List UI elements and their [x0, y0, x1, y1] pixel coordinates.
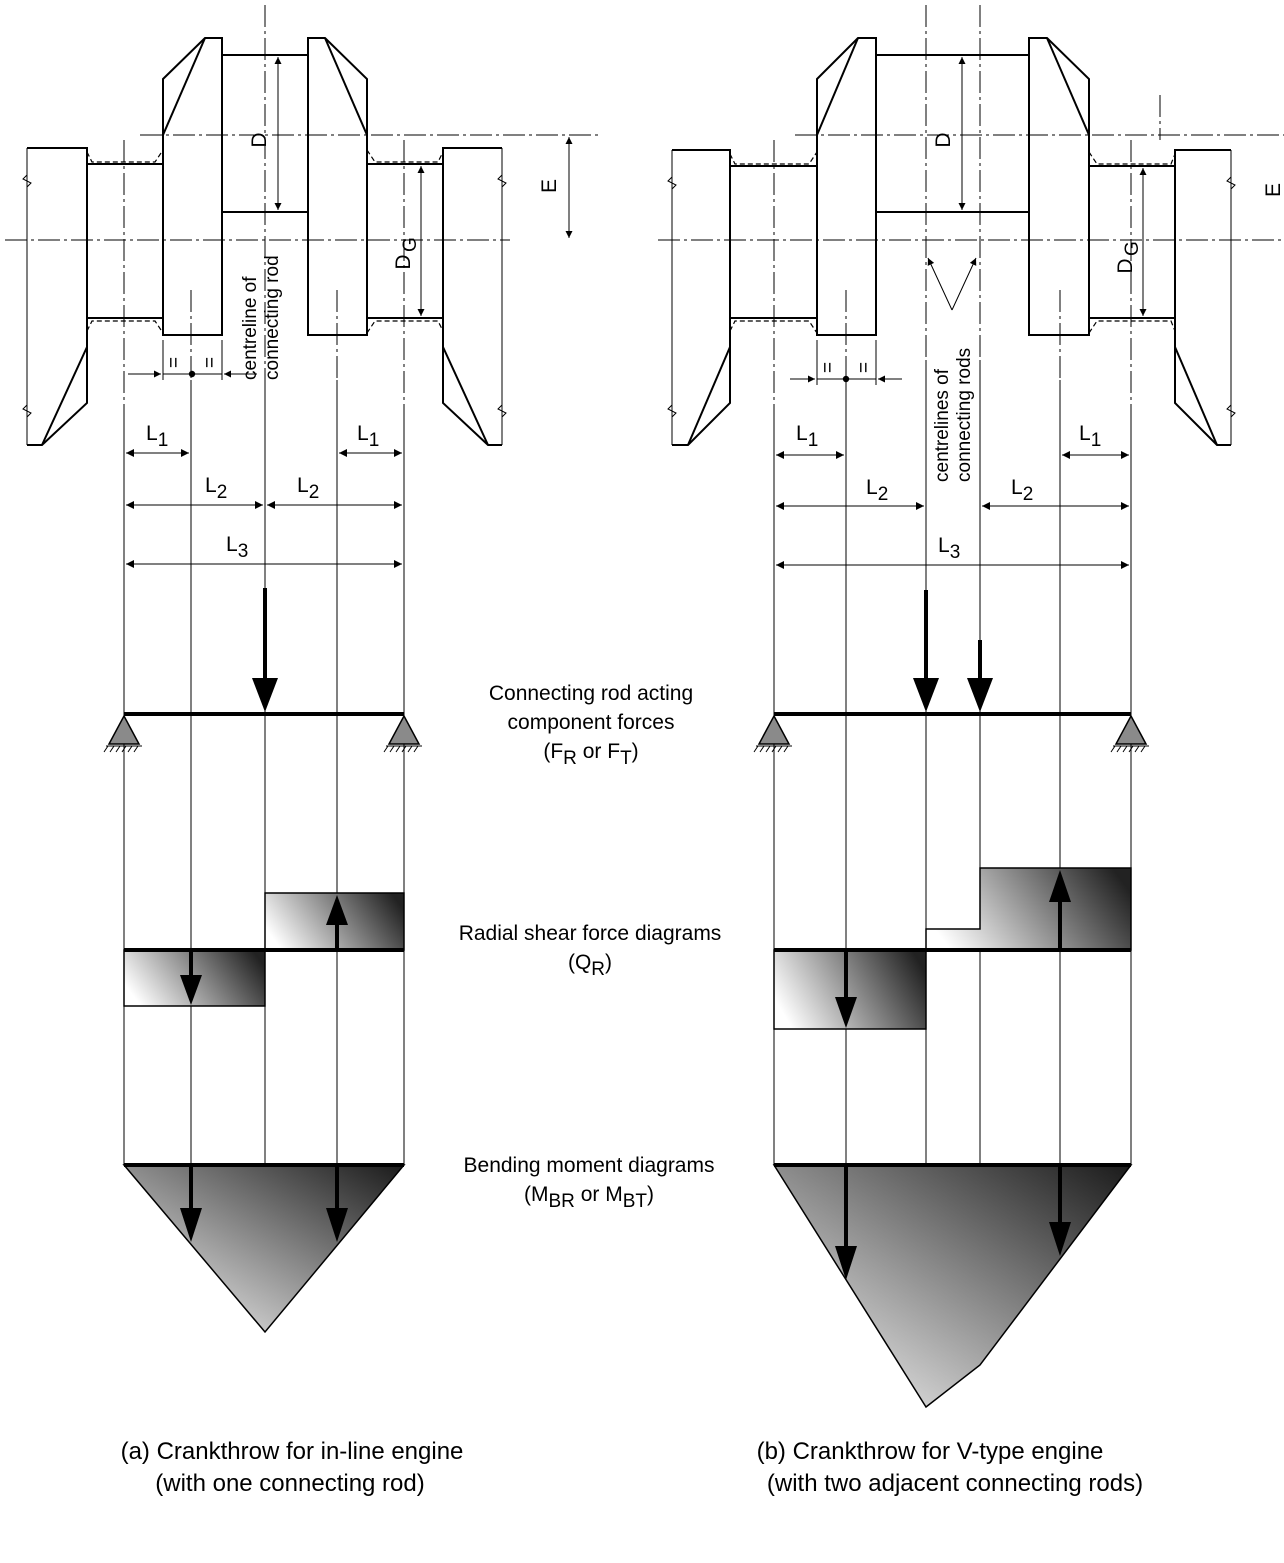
left-length-dimensions: [123, 380, 405, 1240]
svg-text:Connecting rod acting: Connecting rod acting: [489, 682, 693, 705]
left-DG-label: D G: [392, 237, 421, 269]
right-eq-marks: =: [818, 362, 839, 373]
left-L1-a: L1: [146, 422, 168, 451]
left-moment-diagram: [122, 1163, 406, 1334]
svg-text:(FR or FT): (FR or FT): [543, 740, 638, 769]
right-DG-label: D G: [1114, 241, 1143, 273]
svg-text:(QR): (QR): [568, 951, 612, 980]
left-E-label: E: [538, 179, 561, 193]
svg-text:D: D: [392, 254, 415, 269]
right-beam: [753, 590, 1149, 753]
right-shear-diagram: [773, 867, 1132, 1030]
left-centreline-label: centreline of connecting rod: [240, 255, 283, 380]
left-L2-b: L2: [297, 474, 319, 503]
right-centrelines-label: centrelines of connecting rods: [932, 348, 975, 482]
left-caption-2: (with one connecting rod): [155, 1470, 424, 1497]
svg-text:(MBR or MBT): (MBR or MBT): [524, 1183, 654, 1212]
left-D-label: D: [248, 132, 271, 147]
svg-text:G: G: [400, 237, 421, 252]
left-shear-diagram: [123, 892, 405, 1007]
right-length-dimensions: [773, 360, 1132, 1280]
right-caption-2: (with two adjacent connecting rods): [767, 1470, 1143, 1497]
right-L1-a: L1: [796, 422, 818, 451]
right-D-label: D: [932, 132, 955, 147]
right-L1-b: L1: [1079, 422, 1101, 451]
left-eq-mark-2: =: [200, 357, 221, 368]
svg-text:centrelines of: centrelines of: [932, 368, 953, 482]
svg-text:=: =: [200, 357, 221, 368]
svg-text:=: =: [164, 357, 185, 368]
svg-text:=: =: [818, 362, 839, 373]
left-L2-a: L2: [205, 474, 227, 503]
left-L1-b: L1: [357, 422, 379, 451]
right-L2-a: L2: [866, 476, 888, 505]
left-caption-1: (a) Crankthrow for in-line engine: [121, 1438, 464, 1465]
svg-text:component forces: component forces: [508, 711, 675, 734]
svg-text:connecting rod: connecting rod: [262, 255, 283, 380]
right-crankthrow: [658, 5, 1284, 446]
right-eq-mark-2: =: [854, 362, 875, 373]
svg-text:Bending moment diagrams: Bending moment diagrams: [464, 1154, 715, 1177]
right-caption-1: (b) Crankthrow for V-type engine: [757, 1438, 1104, 1465]
right-L2-b: L2: [1011, 476, 1033, 505]
left-beam: [103, 588, 422, 753]
moment-label: Bending moment diagrams (MBR or MBT): [464, 1154, 715, 1212]
right-moment-diagram: [772, 1163, 1133, 1409]
svg-text:=: =: [854, 362, 875, 373]
right-L3: L3: [938, 534, 960, 563]
svg-text:connecting rods: connecting rods: [954, 348, 975, 482]
shear-label: Radial shear force diagrams (QR): [459, 922, 722, 980]
svg-text:G: G: [1122, 241, 1143, 256]
svg-text:Radial shear force diagrams: Radial shear force diagrams: [459, 922, 722, 945]
svg-text:centreline of: centreline of: [240, 276, 261, 380]
left-eq-marks: =: [164, 357, 185, 368]
right-E-label: E: [1262, 183, 1284, 197]
left-L3: L3: [226, 533, 248, 562]
left-crankthrow: [5, 5, 600, 446]
svg-text:D: D: [1114, 258, 1137, 273]
forces-label: Connecting rod acting component forces (…: [489, 682, 693, 769]
